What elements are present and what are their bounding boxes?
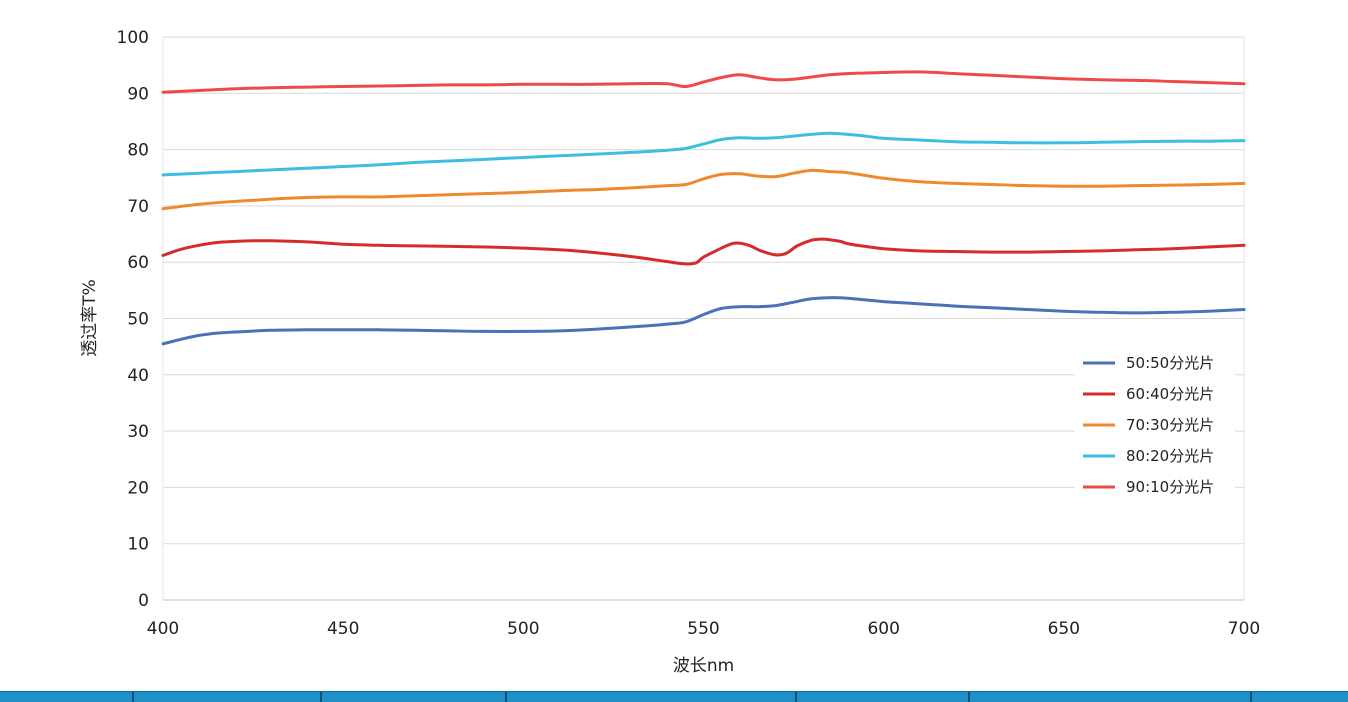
y-tick-label: 0: [138, 591, 149, 611]
x-tick-label: 500: [507, 619, 539, 639]
legend-label-3: 70:30分光片: [1126, 416, 1214, 434]
y-tick-label: 20: [127, 478, 149, 498]
band-divider: [795, 692, 797, 702]
x-tick-label: 600: [867, 619, 899, 639]
gridlines: [162, 36, 1245, 600]
y-tick-label: 100: [117, 28, 149, 48]
y-tick-label: 10: [127, 535, 149, 555]
x-tick-label: 550: [687, 619, 719, 639]
x-axis-title: 波长nm: [673, 656, 734, 676]
x-tick-label: 650: [1048, 619, 1080, 639]
y-tick-label: 70: [127, 197, 149, 217]
band-divider: [505, 692, 507, 702]
legend-label-4: 80:20分光片: [1126, 447, 1214, 465]
legend-label-1: 50:50分光片: [1126, 354, 1214, 372]
band-divider: [132, 692, 134, 702]
series-line-1: [161, 296, 1246, 346]
y-tick-label: 50: [127, 310, 149, 330]
x-tick-label: 450: [327, 619, 359, 639]
y-tick-label: 30: [127, 422, 149, 442]
band-divider: [1250, 692, 1252, 702]
legend-label-2: 60:40分光片: [1126, 385, 1214, 403]
series-lines: [161, 70, 1246, 346]
legend-label-5: 90:10分光片: [1126, 478, 1214, 496]
series-line-3: [161, 168, 1246, 211]
y-tick-label: 80: [127, 141, 149, 161]
y-tick-label: 40: [127, 366, 149, 386]
series-line-4: [161, 131, 1246, 177]
y-axis-title: 透过率T%: [80, 279, 100, 357]
x-tick-label: 700: [1228, 619, 1260, 639]
legend: 50:50分光片 60:40分光片 70:30分光片 80:20分光片 90:10分光片: [1075, 350, 1235, 500]
series-line-5: [161, 70, 1246, 94]
x-tick-label: 400: [147, 619, 179, 639]
series-line-2: [161, 237, 1246, 266]
table-header-strip: [0, 691, 1348, 702]
y-tick-label: 60: [127, 253, 149, 273]
axes: 0 10 20 30 40 50 60 70 80 90 100 400 450 500 550 600 650…: [117, 28, 1261, 639]
band-divider: [320, 692, 322, 702]
band-divider: [968, 692, 970, 702]
y-tick-label: 90: [127, 84, 149, 104]
